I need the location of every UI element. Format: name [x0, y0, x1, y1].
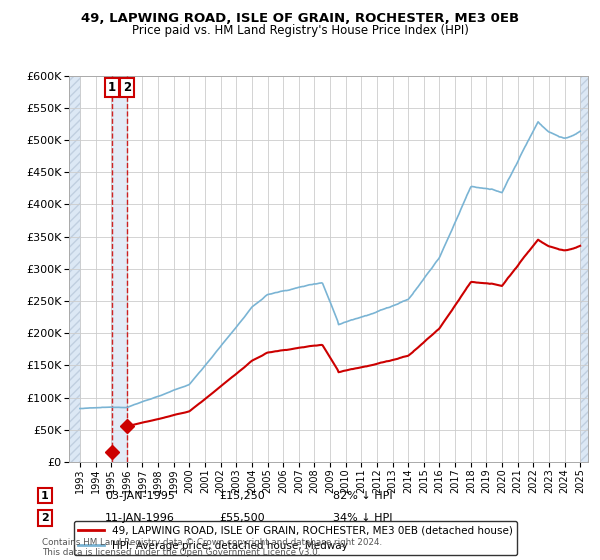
Text: 1: 1: [41, 491, 49, 501]
Text: £15,250: £15,250: [219, 491, 265, 501]
Text: 1: 1: [108, 81, 116, 95]
Bar: [580, 63, 588, 462]
Legend: 49, LAPWING ROAD, ISLE OF GRAIN, ROCHESTER, ME3 0EB (detached house), HPI: Avera: 49, LAPWING ROAD, ISLE OF GRAIN, ROCHEST…: [74, 521, 517, 555]
Text: £55,500: £55,500: [219, 513, 265, 523]
Text: 03-JAN-1995: 03-JAN-1995: [105, 491, 175, 501]
Bar: [112, 76, 127, 462]
Text: Contains HM Land Registry data © Crown copyright and database right 2024.
This d: Contains HM Land Registry data © Crown c…: [42, 538, 382, 557]
Text: 34% ↓ HPI: 34% ↓ HPI: [333, 513, 392, 523]
Text: Price paid vs. HM Land Registry's House Price Index (HPI): Price paid vs. HM Land Registry's House …: [131, 24, 469, 36]
Text: 2: 2: [41, 513, 49, 523]
Text: 49, LAPWING ROAD, ISLE OF GRAIN, ROCHESTER, ME3 0EB: 49, LAPWING ROAD, ISLE OF GRAIN, ROCHEST…: [81, 12, 519, 25]
Text: 2: 2: [124, 81, 131, 95]
Bar: [69, 63, 80, 462]
Text: 11-JAN-1996: 11-JAN-1996: [105, 513, 175, 523]
Text: 82% ↓ HPI: 82% ↓ HPI: [333, 491, 392, 501]
